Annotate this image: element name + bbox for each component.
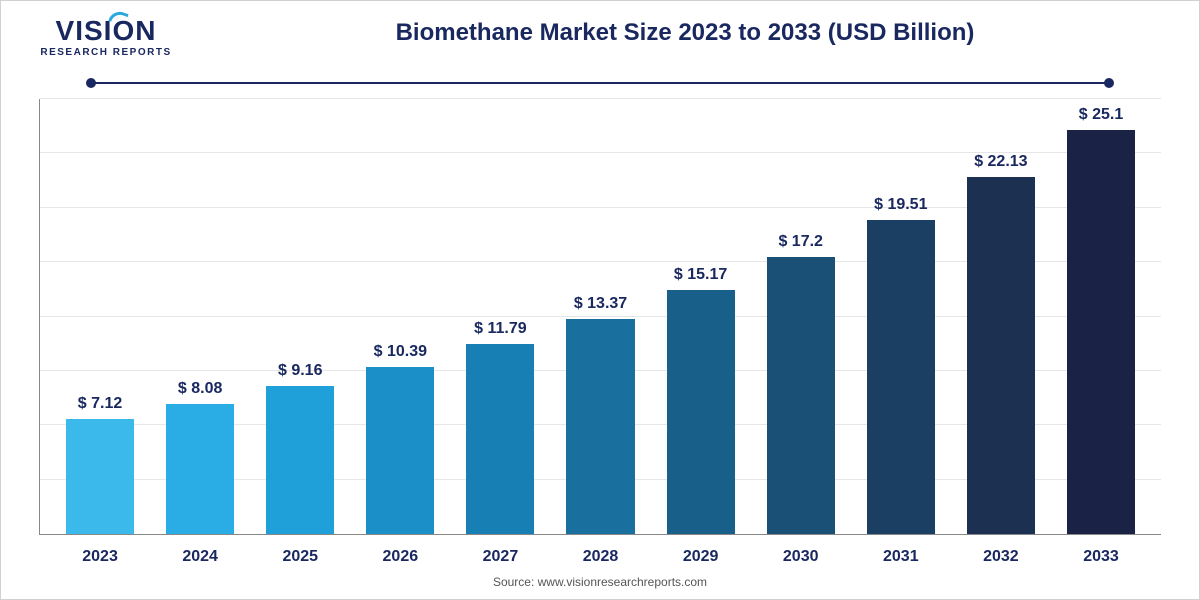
- bar-value-label: $ 25.1: [1079, 106, 1123, 124]
- bar: [266, 386, 334, 534]
- x-tick-label: 2033: [1051, 548, 1151, 566]
- brand-logo: VISION RESEARCH REPORTS: [21, 13, 191, 58]
- bar-value-label: $ 11.79: [474, 320, 527, 338]
- bar: [1067, 130, 1135, 534]
- bar: [366, 367, 434, 534]
- logo-text-pre: VISI: [56, 15, 113, 46]
- title-divider: [91, 77, 1109, 89]
- bar: [767, 257, 835, 534]
- bar-value-label: $ 17.2: [778, 233, 822, 251]
- bar-slot: $ 25.1: [1051, 99, 1151, 534]
- bar-value-label: $ 22.13: [974, 153, 1027, 171]
- bar: [566, 319, 634, 534]
- bar-value-label: $ 9.16: [278, 362, 322, 380]
- bar-slot: $ 8.08: [150, 99, 250, 534]
- bar-value-label: $ 10.39: [374, 343, 427, 361]
- bar-slot: $ 10.39: [350, 99, 450, 534]
- chart-container: VISION RESEARCH REPORTS Biomethane Marke…: [1, 1, 1199, 599]
- bar-slot: $ 17.2: [751, 99, 851, 534]
- bar-value-label: $ 13.37: [574, 295, 627, 313]
- header: VISION RESEARCH REPORTS Biomethane Marke…: [21, 13, 1179, 71]
- x-tick-label: 2029: [651, 548, 751, 566]
- bar: [166, 404, 234, 534]
- divider-dot-left: [86, 78, 96, 88]
- bar: [967, 177, 1035, 534]
- bar-slot: $ 13.37: [550, 99, 650, 534]
- bar-slot: $ 7.12: [50, 99, 150, 534]
- divider-dot-right: [1104, 78, 1114, 88]
- x-tick-label: 2026: [350, 548, 450, 566]
- bars-row: $ 7.12 $ 8.08 $ 9.16 $ 10.39 $ 11.79 $ 13.37 $…: [40, 99, 1161, 534]
- logo-text-post: N: [135, 15, 156, 46]
- plot-area: $ 7.12 $ 8.08 $ 9.16 $ 10.39 $ 11.79 $ 13.37 $…: [40, 99, 1161, 534]
- bar-slot: $ 22.13: [951, 99, 1051, 534]
- bar-slot: $ 9.16: [250, 99, 350, 534]
- bar-value-label: $ 19.51: [874, 196, 927, 214]
- x-tick-label: 2031: [851, 548, 951, 566]
- x-tick-label: 2028: [550, 548, 650, 566]
- bar: [466, 344, 534, 534]
- bar-slot: $ 19.51: [851, 99, 951, 534]
- logo-accent-icon: O: [112, 17, 135, 45]
- x-tick-label: 2032: [951, 548, 1051, 566]
- logo-subtext: RESEARCH REPORTS: [40, 47, 171, 58]
- source-footer: Source: www.visionresearchreports.com: [21, 535, 1179, 599]
- x-tick-label: 2027: [450, 548, 550, 566]
- bar: [667, 290, 735, 534]
- bar-value-label: $ 15.17: [674, 266, 727, 284]
- bar-slot: $ 15.17: [651, 99, 751, 534]
- x-tick-label: 2030: [751, 548, 851, 566]
- x-axis: 2023202420252026202720282029203020312032…: [40, 548, 1161, 566]
- x-tick-label: 2025: [250, 548, 350, 566]
- bar: [66, 419, 134, 534]
- bar-value-label: $ 8.08: [178, 380, 222, 398]
- chart-frame: $ 7.12 $ 8.08 $ 9.16 $ 10.39 $ 11.79 $ 13.37 $…: [39, 99, 1161, 535]
- bar: [867, 220, 935, 534]
- bar-value-label: $ 7.12: [78, 395, 122, 413]
- divider-line: [91, 82, 1109, 84]
- logo-main-text: VISION: [56, 17, 157, 45]
- bar-slot: $ 11.79: [450, 99, 550, 534]
- x-tick-label: 2024: [150, 548, 250, 566]
- x-tick-label: 2023: [50, 548, 150, 566]
- chart-title: Biomethane Market Size 2023 to 2033 (USD…: [191, 13, 1179, 47]
